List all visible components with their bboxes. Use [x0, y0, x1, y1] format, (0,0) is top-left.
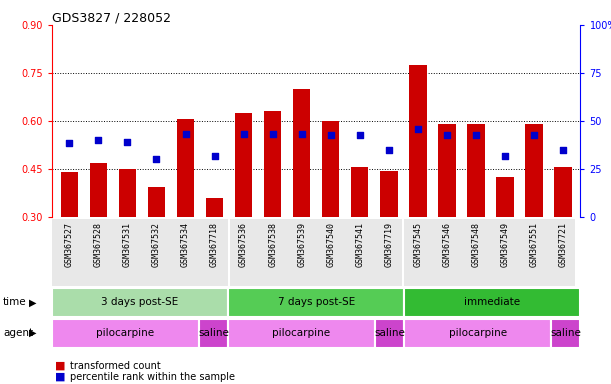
Bar: [148, 187, 165, 217]
Text: GSM367527: GSM367527: [65, 222, 74, 267]
Text: ▶: ▶: [29, 297, 37, 308]
Bar: [404, 288, 580, 317]
Text: pilocarpine: pilocarpine: [448, 328, 507, 338]
Text: GSM367539: GSM367539: [297, 222, 306, 267]
Text: GSM367721: GSM367721: [558, 222, 568, 267]
Text: GSM367534: GSM367534: [181, 222, 190, 267]
Bar: [52, 319, 199, 348]
Point: [529, 132, 539, 139]
Text: GSM367532: GSM367532: [152, 222, 161, 267]
Text: GSM367531: GSM367531: [123, 222, 132, 267]
Point: [123, 139, 133, 145]
Text: GDS3827 / 228052: GDS3827 / 228052: [52, 12, 171, 25]
Text: GSM367718: GSM367718: [210, 222, 219, 267]
Text: 7 days post-SE: 7 days post-SE: [277, 297, 355, 308]
Text: immediate: immediate: [464, 297, 521, 308]
Point: [65, 140, 75, 146]
Point: [239, 131, 249, 137]
Bar: [228, 319, 375, 348]
Point: [93, 137, 103, 143]
Bar: [322, 121, 340, 217]
Text: saline: saline: [198, 328, 229, 338]
Text: percentile rank within the sample: percentile rank within the sample: [70, 372, 235, 382]
Point: [558, 147, 568, 153]
Point: [326, 132, 335, 139]
Bar: [235, 113, 252, 217]
Point: [500, 153, 510, 159]
Text: GSM367548: GSM367548: [472, 222, 480, 267]
Bar: [177, 119, 194, 217]
Bar: [496, 177, 514, 217]
Bar: [228, 288, 404, 317]
Text: ■: ■: [55, 372, 65, 382]
Bar: [551, 319, 580, 348]
Text: saline: saline: [374, 328, 405, 338]
Text: GSM367540: GSM367540: [326, 222, 335, 267]
Text: GSM367549: GSM367549: [500, 222, 510, 267]
Bar: [199, 319, 228, 348]
Text: GSM367546: GSM367546: [442, 222, 452, 267]
Bar: [351, 167, 368, 217]
Point: [471, 132, 481, 139]
Bar: [554, 167, 572, 217]
Bar: [90, 162, 107, 217]
Bar: [206, 198, 223, 217]
Text: GSM367538: GSM367538: [268, 222, 277, 267]
Text: GSM367536: GSM367536: [239, 222, 248, 267]
Point: [152, 156, 161, 162]
Point: [268, 131, 277, 137]
Bar: [375, 319, 404, 348]
Text: pilocarpine: pilocarpine: [97, 328, 155, 338]
Bar: [264, 111, 281, 217]
Bar: [52, 288, 228, 317]
Point: [442, 132, 452, 139]
Point: [413, 126, 423, 132]
Point: [297, 131, 307, 137]
Bar: [293, 89, 310, 217]
Text: GSM367545: GSM367545: [413, 222, 422, 267]
Bar: [438, 124, 456, 217]
Text: GSM367541: GSM367541: [355, 222, 364, 267]
Bar: [525, 124, 543, 217]
Text: time: time: [3, 297, 27, 308]
Text: saline: saline: [551, 328, 581, 338]
Bar: [380, 170, 398, 217]
Text: transformed count: transformed count: [70, 361, 161, 371]
Text: ■: ■: [55, 361, 65, 371]
Point: [355, 132, 365, 139]
Point: [181, 131, 191, 137]
Text: GSM367719: GSM367719: [384, 222, 393, 267]
Text: agent: agent: [3, 328, 33, 338]
Text: 3 days post-SE: 3 days post-SE: [101, 297, 178, 308]
Text: GSM367528: GSM367528: [94, 222, 103, 267]
Point: [210, 153, 219, 159]
Point: [384, 147, 393, 153]
Text: GSM367551: GSM367551: [530, 222, 538, 267]
Bar: [467, 124, 485, 217]
Text: ▶: ▶: [29, 328, 37, 338]
Bar: [119, 169, 136, 217]
Bar: [60, 172, 78, 217]
Bar: [404, 319, 551, 348]
Text: pilocarpine: pilocarpine: [273, 328, 331, 338]
Bar: [409, 65, 426, 217]
